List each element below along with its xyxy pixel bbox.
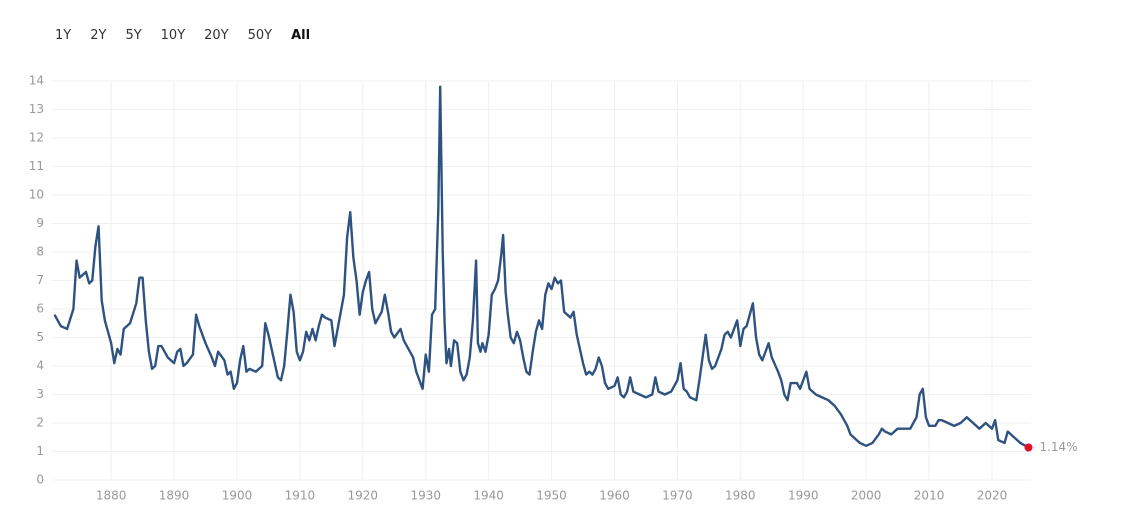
- x-tick-label: 1910: [285, 489, 316, 503]
- y-tick-label: 14: [29, 74, 44, 88]
- x-tick-label: 1920: [348, 489, 379, 503]
- range-button[interactable]: 5Y: [125, 28, 142, 43]
- y-tick-label: 0: [36, 473, 44, 487]
- range-button[interactable]: 20Y: [204, 28, 229, 43]
- x-tick-label: 1990: [788, 489, 819, 503]
- x-tick-label: 1950: [536, 489, 567, 503]
- end-point: [1024, 443, 1033, 452]
- y-tick-label: 1: [36, 444, 44, 458]
- y-tick-label: 12: [29, 131, 44, 145]
- range-button[interactable]: 10Y: [160, 28, 186, 43]
- range-button[interactable]: 1Y: [55, 28, 72, 43]
- x-tick-label: 1980: [725, 489, 756, 503]
- y-tick-label: 5: [36, 330, 44, 344]
- y-tick-label: 9: [36, 216, 44, 230]
- y-tick-label: 13: [29, 102, 44, 116]
- y-tick-label: 6: [36, 302, 44, 316]
- x-tick-label: 1880: [96, 489, 127, 503]
- y-tick-label: 4: [36, 359, 44, 373]
- x-tick-label: 1890: [159, 489, 190, 503]
- y-tick-label: 7: [36, 273, 44, 287]
- x-tick-label: 1900: [222, 489, 253, 503]
- x-tick-label: 2020: [977, 489, 1008, 503]
- range-button[interactable]: All: [291, 28, 311, 43]
- range-button[interactable]: 2Y: [90, 28, 107, 43]
- x-tick-label: 1940: [473, 489, 504, 503]
- x-tick-label: 2000: [851, 489, 882, 503]
- x-tick-label: 1960: [599, 489, 630, 503]
- line: [53, 85, 1030, 449]
- range-button[interactable]: 50Y: [247, 28, 273, 43]
- x-tick-label: 1970: [662, 489, 693, 503]
- x-tick-label: 2010: [914, 489, 945, 503]
- y-tick-label: 2: [36, 416, 44, 430]
- x-tick-label: 1930: [410, 489, 441, 503]
- y-tick-label: 11: [29, 159, 44, 173]
- y-tick-label: 10: [29, 188, 44, 202]
- y-tick-label: 8: [36, 245, 44, 259]
- y-tick-label: 3: [36, 387, 44, 401]
- end-value-label: 1.14%: [1039, 440, 1077, 454]
- range-selector: 1Y 2Y 5Y 10Y 20Y 50Y All: [55, 27, 329, 47]
